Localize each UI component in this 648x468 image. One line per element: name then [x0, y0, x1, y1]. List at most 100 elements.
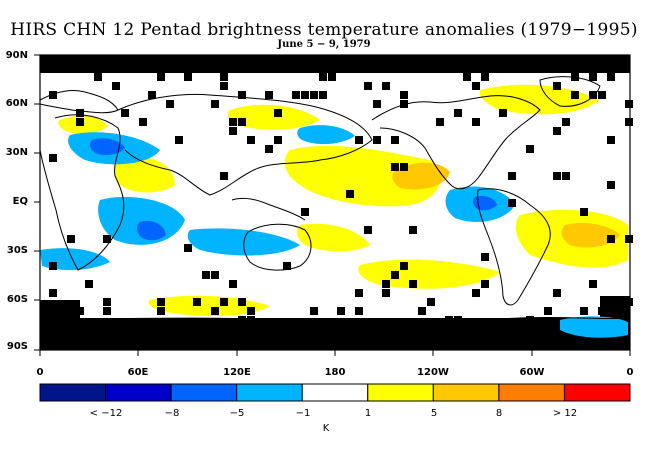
missing-data-south-edge: [600, 296, 630, 318]
missing-data-cell: [553, 172, 561, 180]
colorbar-label: −8: [164, 408, 180, 419]
missing-data-cell: [310, 307, 318, 315]
coastline-south-america: [477, 188, 551, 306]
missing-data-cell: [229, 127, 237, 135]
missing-data-cell: [247, 136, 255, 144]
missing-data-cell: [625, 118, 633, 126]
missing-data-cell: [238, 118, 246, 126]
missing-data-cell: [103, 298, 111, 306]
coastline-africa: [39, 114, 125, 271]
missing-data-cell: [310, 91, 318, 99]
missing-data-cell: [67, 235, 75, 243]
missing-data-cell: [49, 262, 57, 270]
colorbar-label: 1: [364, 408, 372, 419]
missing-data-cell: [607, 181, 615, 189]
lat-label-30n: 30N: [5, 147, 28, 158]
missing-data-south: [40, 318, 630, 350]
map-subtitle: June 5 − 9, 1979: [277, 39, 371, 50]
missing-data-cell: [121, 109, 129, 117]
missing-data-cell: [355, 136, 363, 144]
coastline-indonesia: [231, 197, 306, 221]
missing-data-cell: [193, 298, 201, 306]
warm-anomaly-region: [297, 223, 370, 252]
missing-data-cell: [364, 82, 372, 90]
missing-data-cell: [463, 73, 471, 81]
warm-anomaly-region: [358, 259, 500, 289]
missing-data-cell: [247, 316, 255, 324]
missing-data-cell: [391, 271, 399, 279]
missing-data-cell: [481, 73, 489, 81]
missing-data-cell: [229, 118, 237, 126]
missing-data-cell: [301, 91, 309, 99]
missing-data-cell: [607, 235, 615, 243]
missing-data-cell: [76, 118, 84, 126]
missing-data-cell: [589, 73, 597, 81]
missing-data-cell: [220, 73, 228, 81]
map-title: HIRS CHN 12 Pentad brightness temperatur…: [10, 20, 638, 40]
lat-label-30s: 30S: [6, 245, 28, 256]
missing-data-cell: [553, 82, 561, 90]
missing-data-cell: [175, 136, 183, 144]
missing-data-cell: [454, 109, 462, 117]
missing-data-north: [40, 55, 630, 73]
missing-data-cell: [526, 145, 534, 153]
missing-data-cell: [49, 91, 57, 99]
missing-data-cell: [391, 136, 399, 144]
missing-data-cell: [211, 307, 219, 315]
missing-data-cell: [139, 118, 147, 126]
colorbar: [39, 383, 631, 402]
warm-anomaly-region: [561, 223, 620, 248]
missing-data-cell: [625, 100, 633, 108]
missing-data-cell: [103, 307, 111, 315]
lat-label-90s: 90S: [6, 341, 28, 352]
missing-data-cell: [49, 289, 57, 297]
colorbar-segment: [236, 383, 303, 402]
missing-data-cell: [472, 289, 480, 297]
missing-data-cell: [94, 73, 102, 81]
colorbar-segment: [301, 383, 369, 402]
missing-data-cell: [247, 307, 255, 315]
missing-data-cell: [337, 307, 345, 315]
lat-label-90n: 90N: [5, 50, 28, 61]
missing-data-cell: [355, 307, 363, 315]
coastline-asia: [117, 93, 373, 196]
colorbar-label: < −12: [89, 408, 123, 419]
missing-data-cell: [292, 91, 300, 99]
missing-data-cell: [508, 172, 516, 180]
missing-data-cell: [562, 118, 570, 126]
missing-data-cell: [283, 262, 291, 270]
lon-label-180: 180: [324, 367, 346, 378]
missing-data-cell: [265, 145, 273, 153]
lon-label-120w: 120W: [417, 367, 449, 378]
missing-data-cell: [418, 307, 426, 315]
missing-data-cell: [472, 82, 480, 90]
missing-data-cell: [220, 172, 228, 180]
missing-data-cell: [400, 100, 408, 108]
missing-data-cell: [202, 271, 210, 279]
missing-data-cell: [319, 73, 327, 81]
missing-data-cell: [49, 154, 57, 162]
missing-data-cell: [166, 100, 174, 108]
warm-anomaly-region: [284, 145, 441, 207]
missing-data-cell: [562, 172, 570, 180]
missing-data-cell: [571, 91, 579, 99]
missing-data-cell: [598, 91, 606, 99]
missing-data-cell: [400, 262, 408, 270]
missing-data-cell: [220, 298, 228, 306]
colorbar-segment: [563, 383, 631, 402]
colorbar-segment: [170, 383, 238, 402]
coastlines: [39, 76, 631, 321]
colorbar-segment: [105, 383, 172, 402]
lat-label-eq: EQ: [12, 196, 28, 207]
missing-data-cell: [607, 73, 615, 81]
missing-data-cell: [553, 289, 561, 297]
missing-data-cell: [238, 316, 246, 324]
colorbar-label: > 12: [552, 408, 578, 419]
missing-data-cell: [184, 244, 192, 252]
cold-anomaly-region: [297, 125, 355, 145]
missing-data-cell: [598, 307, 606, 315]
lat-label-60s: 60S: [6, 294, 28, 305]
missing-data-cell: [220, 82, 228, 90]
missing-data-cell: [607, 136, 615, 144]
